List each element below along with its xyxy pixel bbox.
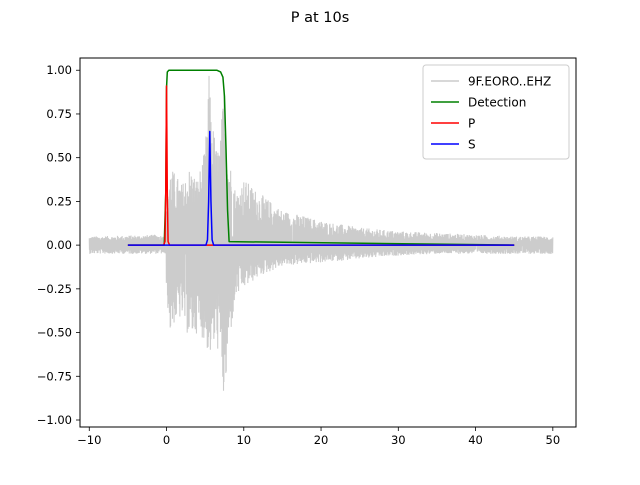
chart-title: P at 10s — [291, 10, 350, 26]
legend-label: Detection — [468, 96, 526, 110]
y-tick-label: −1.00 — [37, 413, 72, 427]
x-axis: −10 0 10 20 30 40 50 — [77, 427, 560, 447]
y-tick-label: 0.25 — [46, 194, 72, 208]
legend-label: P — [468, 117, 475, 131]
y-tick-label: 1.00 — [46, 63, 72, 77]
y-tick-label: 0.75 — [46, 107, 72, 121]
x-tick-label: 20 — [314, 433, 329, 447]
series-line-waveform — [88, 75, 554, 391]
x-tick-label: −10 — [77, 433, 101, 447]
y-tick-label: −0.75 — [37, 369, 72, 383]
x-tick-label: 40 — [468, 433, 483, 447]
y-tick-label: 0.50 — [46, 151, 72, 165]
y-tick-label: −0.50 — [37, 326, 72, 340]
x-tick-label: 0 — [163, 433, 170, 447]
x-tick-label: 10 — [236, 433, 251, 447]
y-axis: 1.00 0.75 0.50 0.25 0.00 −0.25 −0.50 −0.75 −1.00 — [37, 63, 80, 427]
legend: 9F.EORO..EHZ Detection PS — [422, 64, 570, 160]
x-tick-label: 50 — [546, 433, 561, 447]
plot-area — [88, 69, 554, 391]
legend-label: S — [468, 138, 476, 152]
legend-frame — [422, 64, 570, 160]
series-line-s — [127, 130, 515, 246]
y-tick-label: −0.25 — [37, 282, 72, 296]
y-tick-label: 0.00 — [46, 238, 72, 252]
axes-frame — [79, 57, 577, 428]
series-line-p — [127, 85, 515, 246]
legend-label: 9F.EORO..EHZ — [468, 75, 551, 89]
x-tick-label: 30 — [391, 433, 406, 447]
